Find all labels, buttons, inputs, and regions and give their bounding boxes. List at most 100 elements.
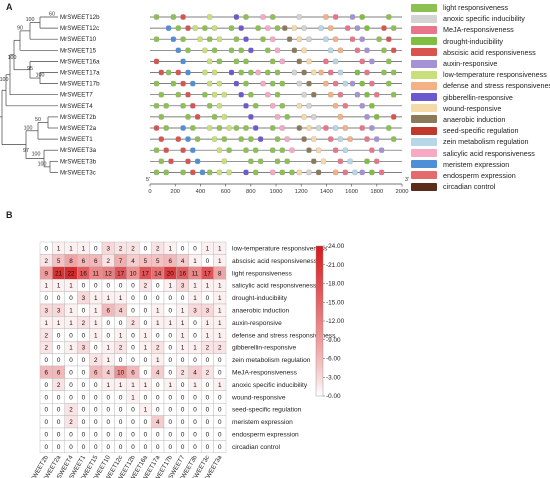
gene-label: MrSWEET12b [60, 14, 100, 21]
heatmap-cell-value: 1 [156, 308, 160, 315]
heatmap-cell-value: 0 [144, 246, 148, 253]
cis-element-mark [185, 114, 191, 120]
cis-element-mark [359, 103, 365, 109]
cis-element-mark [279, 58, 285, 65]
heatmap-cell-value: 1 [144, 407, 148, 414]
heatmap-cell-value: 1 [57, 283, 61, 290]
cis-element-mark [238, 25, 244, 31]
scale-tick-label: 200 [170, 189, 180, 195]
legend-swatch [411, 171, 437, 180]
heatmap-row-label: zein metabolism regulation [232, 357, 311, 364]
heatmap-cell-value: 0 [206, 357, 210, 364]
heatmap-cell-value: 0 [181, 246, 185, 253]
cis-element-mark [158, 91, 164, 98]
cis-element-mark [306, 36, 312, 42]
cis-element-mark [163, 169, 169, 176]
cis-element-mark [228, 47, 235, 54]
cis-element-mark [311, 114, 317, 120]
heatmap-cell-value: 0 [168, 394, 172, 401]
heatmap-cell-value: 0 [106, 283, 110, 290]
cis-element-mark [328, 136, 334, 142]
heatmap-cell-value: 0 [218, 394, 222, 401]
cis-element-mark [337, 114, 344, 120]
cis-element-mark [364, 114, 370, 120]
cis-element-mark [253, 147, 259, 153]
heatmap-cell-value: 8 [69, 258, 73, 265]
cis-element-mark [306, 125, 312, 131]
cis-element-mark [185, 25, 191, 31]
legend-item: salicylic acid responsiveness [411, 147, 547, 158]
heatmap-cell-value: 2 [44, 345, 48, 352]
cis-element-mark [332, 14, 339, 20]
heatmap-cell-value: 1 [94, 308, 98, 315]
cis-element-mark [153, 147, 160, 153]
colorbar-tick-label: -12.00 [326, 318, 345, 325]
cis-element-mark [274, 47, 281, 54]
heatmap-cell-value: 0 [181, 407, 185, 414]
heatmap-cell-value: 14 [154, 270, 162, 277]
cis-element-mark [226, 147, 232, 153]
cis-element-mark [265, 47, 271, 54]
heatmap-row-label: gibberellin-responsive [232, 345, 296, 352]
cis-element-mark [197, 36, 203, 42]
heatmap-cell-value: 12 [105, 270, 113, 277]
cis-element-mark [253, 169, 259, 176]
heatmap-row-label: anoxic specific inducibility [232, 382, 308, 389]
heatmap-cell-value: 2 [69, 419, 73, 426]
heatmap-cell-value: 2 [131, 320, 135, 327]
cis-element-mark [332, 58, 339, 65]
cis-element-mark [202, 47, 208, 54]
cis-element-mark [202, 91, 208, 98]
cis-element-mark [158, 114, 164, 120]
cis-element-mark [185, 91, 191, 98]
heatmap-cell-value: 0 [119, 320, 123, 327]
heatmap-cell-value: 0 [69, 295, 73, 302]
cis-element-mark [284, 136, 290, 142]
bootstrap-value: 100 [24, 125, 33, 131]
cis-element-mark [349, 80, 356, 87]
heatmap-cell-value: 0 [218, 432, 222, 439]
cis-element-mark [311, 69, 317, 76]
cis-element-mark [311, 91, 317, 98]
cis-element-mark [342, 125, 348, 131]
cis-element-mark [391, 47, 397, 54]
cis-element-mark [306, 80, 312, 87]
cis-element-mark [311, 158, 317, 165]
cis-element-mark [315, 125, 322, 131]
cis-element-mark [364, 47, 370, 54]
heatmap-cell-value: 0 [181, 444, 185, 451]
cis-element-mark [374, 158, 380, 165]
bootstrap-value: 50 [35, 117, 41, 123]
cis-element-mark [270, 14, 276, 20]
cis-element-heatmap: 0 1 1 1 0 3 2 2 0 2 1 0 0 1 12 5 8 6 6 2 7 4 5 5 6 4 1 0 19 21 22 16 11 1… [25, 241, 345, 478]
cis-element-mark [347, 136, 353, 142]
heatmap-cell-value: 0 [168, 432, 172, 439]
heatmap-cell-value: 0 [193, 419, 197, 426]
cis-element-mark [337, 69, 344, 76]
heatmap-cell-value: 0 [144, 320, 148, 327]
heatmap-cell-value: 1 [44, 320, 48, 327]
bootstrap-value: 97 [23, 148, 29, 154]
cis-element-mark [158, 136, 164, 142]
heatmap-cell-value: 2 [218, 345, 222, 352]
cis-element-mark [364, 136, 370, 142]
cis-element-mark [381, 69, 387, 76]
heatmap-cell-value: 1 [181, 320, 185, 327]
heatmap-cell-value: 10 [129, 270, 137, 277]
heatmap-cell-value: 0 [119, 357, 123, 364]
heatmap-cell-value: 0 [218, 407, 222, 414]
cis-element-mark [216, 103, 223, 109]
legend-label: salicylic acid responsiveness [443, 148, 535, 158]
heatmap-cell-value: 4 [131, 258, 135, 265]
heatmap-cell-value: 0 [218, 444, 222, 451]
cis-element-mark [279, 125, 285, 131]
heatmap-cell-value: 0 [44, 444, 48, 451]
heatmap-cell-value: 0 [131, 295, 135, 302]
scale-tick-label: 1800 [370, 189, 383, 195]
cis-element-mark [192, 25, 198, 31]
heatmap-cell-value: 0 [44, 357, 48, 364]
heatmap-cell-value: 0 [131, 357, 135, 364]
heatmap-cell-value: 1 [119, 382, 123, 389]
heatmap-cell-value: 0 [44, 432, 48, 439]
cis-element-mark [381, 25, 387, 31]
